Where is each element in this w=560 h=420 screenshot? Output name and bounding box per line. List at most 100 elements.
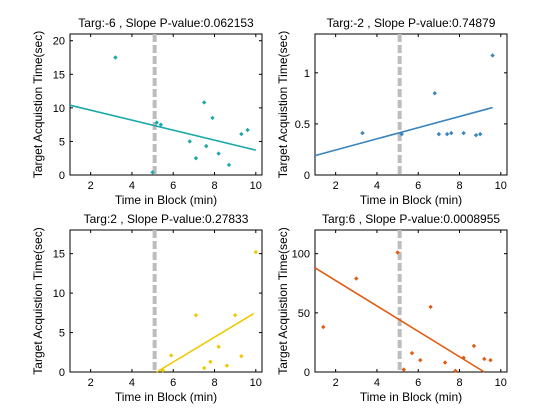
data-point [449, 130, 454, 136]
data-point [158, 122, 164, 127]
data-point [490, 53, 495, 58]
y-axis-label: Target Acquistion Time(sec) [31, 31, 45, 178]
data-point [461, 130, 466, 136]
subplot-title: Targ:-2 , Slope P-value:0.74879 [327, 16, 496, 30]
data-point [444, 131, 450, 137]
data-point [154, 120, 159, 125]
x-axis-label: Time in Block (min) [360, 193, 462, 207]
y-axis-label: Target Acquistion Time(sec) [276, 227, 290, 374]
data-point [471, 343, 477, 349]
data-point [482, 356, 487, 362]
x-tick-label: 4 [129, 377, 135, 389]
data-point [428, 304, 433, 310]
y-tick-label: 50 [298, 308, 310, 320]
x-tick-label: 6 [415, 180, 421, 192]
data-point [453, 368, 458, 374]
data-point [168, 353, 174, 358]
data-point [432, 91, 437, 96]
data-point [360, 130, 365, 136]
y-tick-label: 5 [59, 136, 65, 148]
x-tick-label: 8 [456, 377, 462, 389]
fit-line [69, 104, 256, 151]
data-point [210, 115, 215, 121]
x-tick-label: 10 [250, 180, 262, 192]
x-axis-label: Time in Block (min) [115, 390, 217, 404]
x-tick-label: 2 [333, 180, 339, 192]
x-axis-label: Time in Block (min) [360, 390, 462, 404]
subplot-3: 2 4 6 8 10 0 5 10 15 Targ:2 , Slope P-value:0.278… [31, 212, 263, 404]
subplot-1: 2 4 6 8 10 0 5 10 15 20 Targ:-6 , Slope P-value:0.… [31, 16, 263, 207]
y-tick-label: 20 [53, 36, 65, 48]
x-tick-label: 10 [250, 377, 262, 389]
y-tick-label: 0.5 [295, 119, 310, 131]
fit-line [314, 106, 493, 157]
subplot-title: Targ:6 , Slope P-value:0.0008955 [322, 212, 500, 226]
data-point [245, 127, 250, 133]
data-point [442, 360, 448, 365]
subplot-2: 2 4 6 8 10 0 0.5 1 Targ:-2 , Slope P-value:0.748… [276, 16, 508, 207]
x-tick-label: 4 [129, 180, 135, 192]
y-tick-label: 10 [53, 288, 65, 300]
data-point [113, 55, 118, 60]
data-point [201, 365, 207, 371]
data-point [477, 131, 483, 137]
x-tick-label: 10 [495, 377, 507, 389]
x-tick-label: 10 [495, 180, 507, 192]
data-point [193, 156, 199, 161]
x-tick-label: 8 [211, 377, 217, 389]
x-tick-label: 4 [374, 180, 380, 192]
y-tick-label: 0 [304, 367, 310, 379]
data-point [224, 363, 230, 368]
x-axis-label: Time in Block (min) [115, 193, 217, 207]
data-point [187, 139, 192, 144]
x-tick-label: 2 [88, 377, 94, 389]
fit-line [314, 267, 485, 373]
data-point [232, 313, 238, 318]
data-point [208, 359, 213, 364]
x-tick-label: 6 [415, 377, 421, 389]
fit-line [156, 312, 255, 373]
y-tick-label: 15 [53, 249, 65, 261]
y-tick-label: 0 [304, 170, 310, 182]
data-point [150, 170, 155, 175]
y-axis-label: Target Acquistion Time(sec) [276, 31, 290, 178]
data-point [354, 276, 359, 281]
data-point [239, 131, 244, 137]
data-point [321, 324, 326, 330]
axes-box [69, 229, 263, 373]
x-tick-label: 6 [170, 180, 176, 192]
y-tick-label: 10 [53, 103, 65, 115]
x-tick-label: 6 [170, 377, 176, 389]
data-point [395, 250, 400, 255]
subplot-title: Targ:2 , Slope P-value:0.27833 [84, 212, 249, 226]
x-tick-label: 4 [374, 377, 380, 389]
data-point [399, 131, 404, 137]
x-tick-label: 8 [456, 180, 462, 192]
data-point [201, 100, 207, 105]
y-tick-label: 0 [59, 170, 65, 182]
axes-box [314, 33, 508, 176]
data-point [418, 357, 423, 363]
axes-box [69, 33, 263, 176]
data-point [409, 350, 415, 356]
y-tick-label: 1 [304, 68, 310, 80]
data-point [239, 354, 244, 359]
data-point [216, 151, 221, 156]
data-point [193, 313, 199, 318]
data-point [226, 162, 232, 168]
x-tick-label: 2 [333, 377, 339, 389]
data-point [253, 249, 259, 255]
y-tick-label: 15 [53, 69, 65, 81]
data-point [488, 357, 493, 363]
data-point [461, 355, 466, 360]
data-point [401, 367, 406, 372]
data-point [216, 344, 221, 349]
data-point [436, 131, 442, 137]
subplot-title: Targ:-6 , Slope P-value:0.062153 [78, 16, 254, 30]
y-tick-label: 100 [292, 249, 310, 261]
x-tick-label: 2 [88, 180, 94, 192]
data-point [160, 368, 166, 373]
y-tick-label: 5 [59, 328, 65, 340]
data-point [473, 132, 479, 138]
